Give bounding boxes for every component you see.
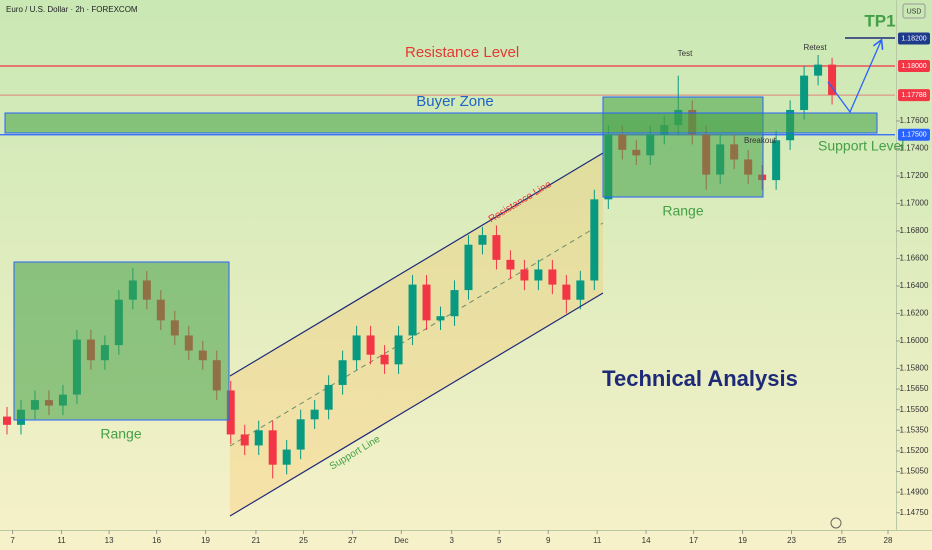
level-tag: [898, 59, 930, 72]
resistance-line: [229, 152, 604, 377]
level-label: 1.18000: [901, 63, 926, 70]
level-label: 1.17500: [901, 132, 926, 139]
candle-body: [240, 434, 249, 446]
x-tick-label: 11: [593, 536, 602, 545]
candle-body: [408, 284, 417, 336]
support-line: [229, 292, 604, 517]
buyer-zone: [4, 112, 878, 134]
candle-body: [310, 409, 319, 420]
candle-body: [506, 259, 515, 270]
candle-body: [450, 290, 459, 317]
symbol-title: Euro / U.S. Dollar · 2h · FOREXCOM: [6, 5, 138, 14]
x-tick-label: 11: [57, 536, 66, 545]
y-tick-label: 1.17000: [900, 199, 929, 208]
annotation: Breakout: [744, 136, 777, 145]
annotation: TP1: [864, 11, 895, 30]
candle-body: [352, 335, 361, 361]
candle-body: [534, 269, 543, 281]
candle-body: [254, 430, 263, 446]
x-tick-label: 13: [105, 536, 114, 545]
annotation: Technical Analysis: [602, 366, 798, 391]
x-tick-label: 14: [642, 536, 651, 545]
range-box: [13, 261, 230, 421]
y-tick-label: 1.16200: [900, 309, 929, 318]
candle-body: [436, 316, 445, 321]
candle-body: [492, 235, 501, 260]
x-tick-label: 5: [497, 536, 502, 545]
candle-body: [772, 140, 781, 181]
x-tick-label: 3: [449, 536, 454, 545]
candle-body: [2, 416, 11, 425]
level-label: 1.17788: [901, 92, 926, 99]
candle-body: [366, 335, 375, 355]
level-tag: [898, 128, 930, 141]
candle-body: [226, 390, 235, 435]
candle-body: [548, 269, 557, 285]
axis: 1.17600 1.17400 1.17200 1.17000 1.16800 1.166…: [10, 32, 930, 545]
y-tick-label: 1.16800: [900, 226, 929, 235]
candle-body: [814, 64, 823, 76]
annotation: Buyer Zone: [416, 93, 494, 110]
y-tick-label: 1.14900: [900, 487, 929, 496]
annotation: Resistance Level: [405, 44, 519, 61]
candle-body: [296, 419, 305, 450]
currency: USD: [907, 8, 922, 15]
y-tick-label: 1.15200: [900, 446, 929, 455]
annotation: Support Level: [818, 138, 904, 154]
x-tick-label: 23: [787, 536, 796, 545]
candle-body: [380, 354, 389, 365]
x-tick-label: 19: [738, 536, 747, 545]
y-tick-label: 1.15050: [900, 467, 929, 476]
x-tick-label: 16: [152, 536, 161, 545]
annotation: Range: [100, 426, 141, 442]
candle-body: [422, 284, 431, 321]
y-tick-label: 1.15800: [900, 364, 929, 373]
level-tag: [898, 89, 930, 102]
y-tick-label: 1.15350: [900, 425, 929, 434]
x-tick-label: Dec: [394, 536, 408, 545]
candle-body: [800, 75, 809, 110]
candle-body: [478, 235, 487, 245]
x-tick-label: 19: [201, 536, 210, 545]
x-tick-label: 27: [348, 536, 357, 545]
projection-arrow: [827, 41, 881, 114]
icon[interactable]: [830, 517, 842, 529]
y-tick-label: 1.17400: [900, 144, 929, 153]
x-tick-label: 28: [884, 536, 893, 545]
y-tick-label: 1.15650: [900, 384, 929, 393]
y-tick-label: 1.15500: [900, 405, 929, 414]
candle-body: [324, 384, 333, 410]
range-box: [602, 96, 764, 198]
annotation: Retest: [803, 43, 827, 52]
y-tick-label: 1.16400: [900, 281, 929, 290]
candle-body: [338, 360, 347, 385]
annotation: Range: [662, 203, 703, 219]
y-tick-label: 1.17600: [900, 116, 929, 125]
candle-body: [576, 280, 585, 300]
candle-body: [268, 430, 277, 465]
candle-body: [282, 449, 291, 465]
x-tick-label: 25: [299, 536, 308, 545]
level-label: 1.18200: [901, 35, 926, 42]
currency-box: [902, 3, 926, 19]
candle-body: [590, 199, 599, 281]
x-tick-label: 25: [837, 536, 846, 545]
level-tag: [898, 32, 930, 45]
y-tick-label: 1.16600: [900, 254, 929, 263]
candle-body: [394, 335, 403, 365]
x-tick-label: 17: [689, 536, 698, 545]
annotation: Test: [678, 49, 693, 58]
y-tick-label: 1.14750: [900, 508, 929, 517]
y-tick-label: 1.17200: [900, 171, 929, 180]
candle-body: [464, 244, 473, 291]
x-tick-label: 21: [251, 536, 260, 545]
x-tick-label: 7: [10, 536, 15, 545]
candle-body: [562, 284, 571, 300]
candle-body: [520, 269, 529, 281]
y-tick-label: 1.16000: [900, 336, 929, 345]
candle-body: [828, 64, 837, 95]
x-tick-label: 9: [546, 536, 551, 545]
